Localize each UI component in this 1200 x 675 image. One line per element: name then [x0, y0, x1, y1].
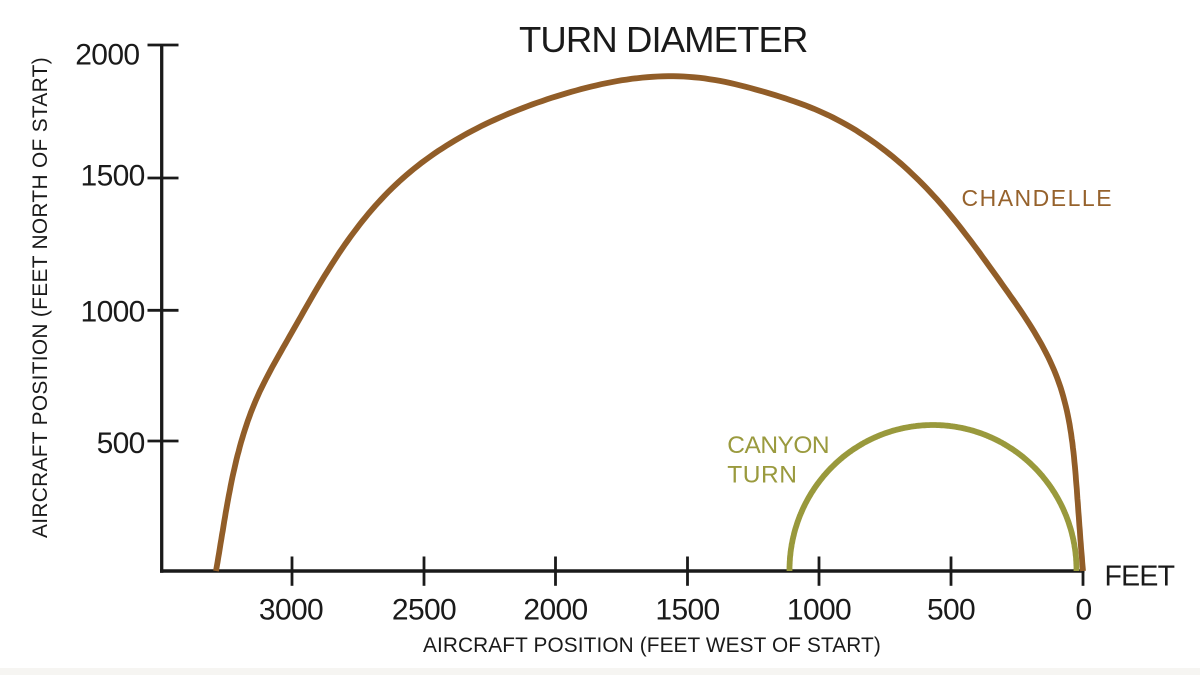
svg-text:1500: 1500: [81, 159, 145, 192]
svg-text:TURN: TURN: [727, 462, 797, 489]
svg-text:3000: 3000: [259, 594, 323, 627]
svg-text:1000: 1000: [81, 296, 145, 329]
svg-text:2000: 2000: [523, 594, 587, 627]
svg-text:1000: 1000: [787, 594, 851, 627]
svg-text:AIRCRAFT POSITION (FEET WEST O: AIRCRAFT POSITION (FEET WEST OF START): [423, 634, 881, 657]
svg-text:AIRCRAFT POSITION (FEET NORTH: AIRCRAFT POSITION (FEET NORTH OF START): [29, 57, 52, 538]
svg-text:CANYON: CANYON: [727, 432, 829, 459]
svg-text:CHANDELLE: CHANDELLE: [962, 185, 1114, 211]
svg-text:2500: 2500: [392, 594, 456, 627]
svg-text:500: 500: [97, 427, 145, 460]
svg-text:FEET: FEET: [1105, 561, 1175, 593]
svg-text:TURN DIAMETER: TURN DIAMETER: [519, 19, 807, 60]
svg-text:0: 0: [1075, 594, 1091, 627]
svg-text:2000: 2000: [75, 39, 139, 72]
svg-text:1500: 1500: [655, 594, 719, 627]
svg-text:500: 500: [927, 594, 975, 627]
